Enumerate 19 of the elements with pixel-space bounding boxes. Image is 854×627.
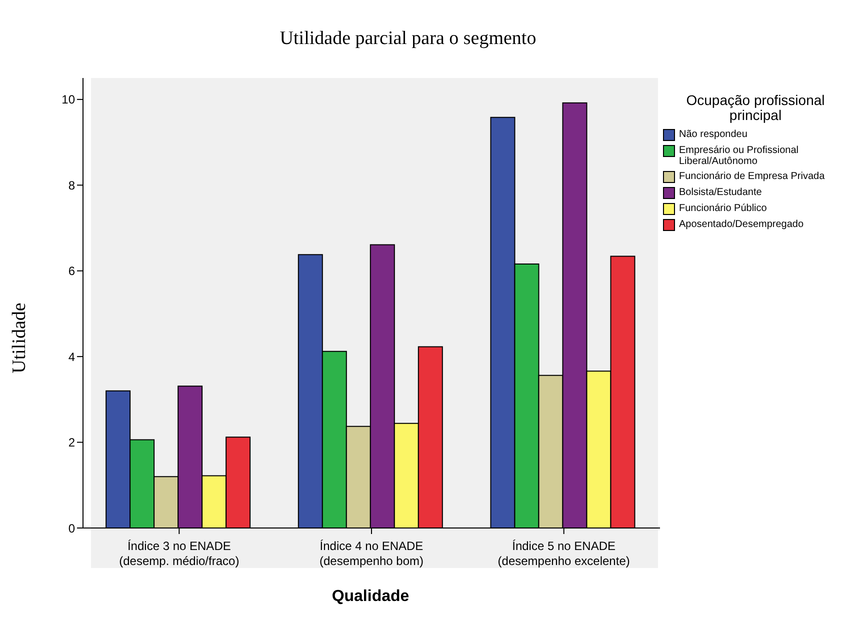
- chart-title: Utilidade parcial para o segmento: [278, 28, 538, 50]
- y-tick-label: 4: [68, 350, 76, 364]
- x-axis-title: Qualidade: [330, 588, 410, 606]
- legend-label: Funcionário de Empresa Privada: [679, 171, 825, 182]
- y-tick-label: 10: [62, 92, 76, 107]
- x-tick-label: Índice 5 no ENADE (desempenho excelente): [498, 539, 630, 568]
- x-tick-label: Índice 4 no ENADE (desempenho bom): [319, 539, 424, 568]
- legend-label: Não respondeu: [679, 129, 748, 140]
- legend-title: Ocupação profissional principal: [685, 92, 826, 123]
- legend-label: Aposentado/Desempregado: [679, 219, 804, 230]
- x-tick-label: Índice 3 no ENADE (desemp. médio/fraco): [119, 539, 240, 568]
- y-tick-label: 0: [68, 521, 76, 536]
- y-tick-label: 8: [68, 178, 76, 192]
- legend-label: Bolsista/Estudante: [679, 187, 762, 198]
- legend-label: Empresário ou Profissional Liberal/Autônomo: [679, 145, 800, 167]
- y-axis-title: Utilidade: [9, 302, 31, 374]
- legend-label: Funcionário Público: [679, 203, 767, 214]
- y-tick-label: 6: [68, 264, 76, 278]
- y-tick-label: 2: [68, 436, 76, 450]
